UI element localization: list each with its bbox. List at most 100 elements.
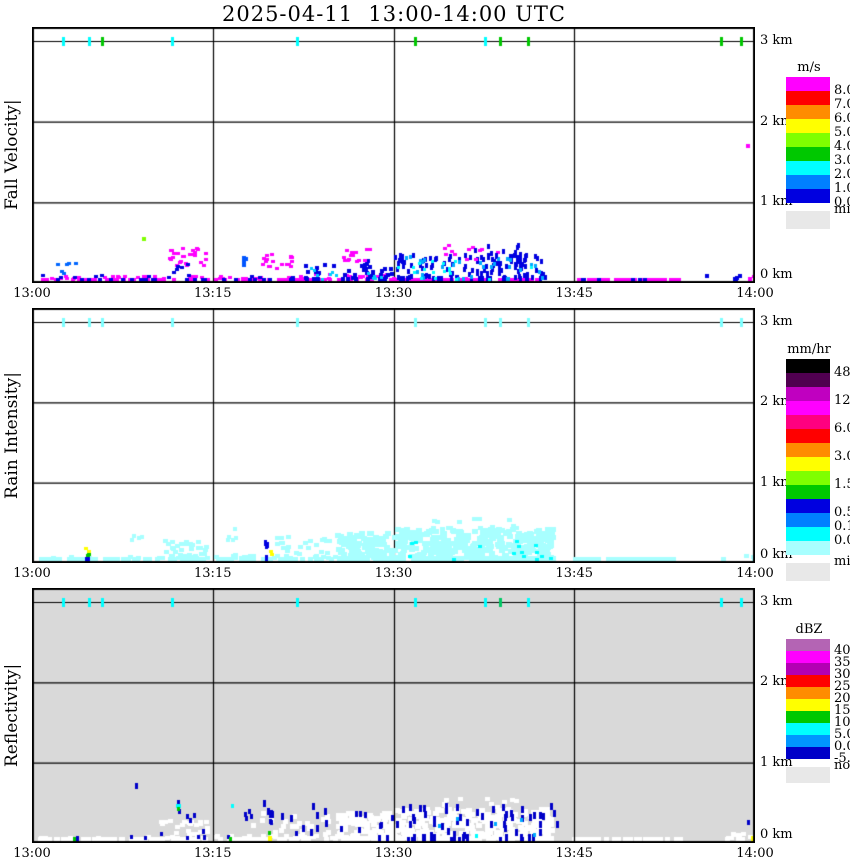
legend-block [786,651,830,663]
legend-block [786,457,830,471]
legend-block-missing [786,767,830,783]
legend-block [786,189,830,203]
time-label-1315: 13:15 [194,566,232,581]
legend-block [786,415,830,429]
y-axis-label-rain-intensity: Rain Intensity| [2,372,22,499]
y-axis-label-reflectivity: Reflectivity| [2,663,22,768]
legend-title-m-s: m/s [797,60,821,75]
panel-reflectivity: Reflectivity| 3 km 2 km 1 km 0 km 13:00 13:15 1… [2,588,793,861]
legend-block [786,747,830,759]
time-label-1300: 13:00 [13,566,51,581]
legend-block [786,147,830,161]
time-label-1330: 13:30 [374,566,413,581]
legend-block [786,105,830,119]
legend-label: 40.0 [834,643,850,658]
legend-label: 20.0 [834,691,850,706]
legend-block [786,639,830,651]
legend-label: 3.0 [834,449,850,464]
legend-label: 8.0 [834,83,850,98]
time-label-1400: 14:00 [736,846,774,861]
time-label-1400: 14:00 [736,286,774,301]
time-label-1345: 13:45 [555,286,593,301]
legend-label: 10.0 [834,715,850,730]
time-label-1330: 13:30 [374,846,413,861]
legend-label: 15.0 [834,703,850,718]
time-label-1300: 13:00 [13,846,51,861]
time-label-1345: 13:45 [555,566,593,581]
legend-label: 0.5 [834,505,850,520]
legend-label: 3.0 [834,153,850,168]
legend-label: 6.0 [834,111,850,126]
legend-block-missing [786,563,830,581]
legend-block [786,663,830,675]
legend-block [786,699,830,711]
legend-block-missing [786,211,830,229]
legend-title-mm-hr: mm/hr [787,342,831,357]
legend-block [786,373,830,387]
legend-label: 30.0 [834,667,850,682]
legend-block [786,711,830,723]
legend-label: 25.0 [834,679,850,694]
time-label-1300: 13:00 [13,286,51,301]
time-label-1315: 13:15 [194,286,232,301]
legend-block [786,119,830,133]
legend-label: 0.0 [834,739,850,754]
legend-label: 4.0 [834,139,850,154]
legend-label: 1.0 [834,181,850,196]
plot-canvas-rain-intensity [32,308,755,563]
legend-label-missing: miss [834,202,850,217]
legend-label: 0.0 [834,195,850,210]
legend-block [786,161,830,175]
height-label-0km: 0 km [760,827,793,842]
legend-block [786,175,830,189]
legend-block [786,687,830,699]
time-label-1330: 13:30 [374,286,413,301]
legend-label: 5.0 [834,727,850,742]
legend-title-dBZ: dBZ [795,622,823,637]
legend-label: 2.0 [834,167,850,182]
plot-canvas-reflectivity [32,588,755,843]
legend-label-missing: none [834,758,850,773]
time-label-1400: 14:00 [736,566,774,581]
plot-canvas-fall-velocity [32,27,755,283]
time-label-1315: 13:15 [194,846,232,861]
time-label-1345: 13:45 [555,846,593,861]
legend-block [786,443,830,457]
legend-block [786,735,830,747]
height-label-3km: 3 km [760,594,793,609]
panel-rain-intensity: Rain Intensity| 3 km 2 km 1 km 0 km 13:00 13:1… [2,308,793,581]
legend-block [786,541,830,555]
legend-label: 0.0 [834,533,850,548]
height-label-3km: 3 km [760,33,793,48]
legend-label: 6.0 [834,421,850,436]
legend-block [786,499,830,513]
legend-block [786,513,830,527]
legend-label: 0.1 [834,519,850,534]
legend-label: 12.0 [834,393,850,408]
legend-block [786,91,830,105]
legend-label-missing: miss [834,554,850,569]
legend-label: 48.0 [834,365,850,380]
legend-label: 5.0 [834,125,850,140]
legend-block [786,723,830,735]
legend-block [786,359,830,373]
y-axis-label-fall-velocity: Fall Velocity| [2,99,22,211]
page-title: 2025-04-11 13:00-14:00 UTC [221,2,566,26]
legend-block [786,77,830,91]
legend-block [786,429,830,443]
panel-fall-velocity: Fall Velocity| 3 km 2 km 1 km 0 km 13:00 13:15… [2,27,793,301]
legend-block [786,675,830,687]
height-label-0km: 0 km [760,267,793,282]
legend-block [786,471,830,485]
legend-label: -5.0 [834,751,850,766]
legend-label: 35.0 [834,655,850,670]
legend-label: 7.0 [834,97,850,112]
legend-block [786,485,830,499]
legend-block [786,401,830,415]
legend-block [786,133,830,147]
height-label-3km: 3 km [760,314,793,329]
legend-block [786,527,830,541]
legend-label: 1.5 [834,477,850,492]
legend-block [786,387,830,401]
